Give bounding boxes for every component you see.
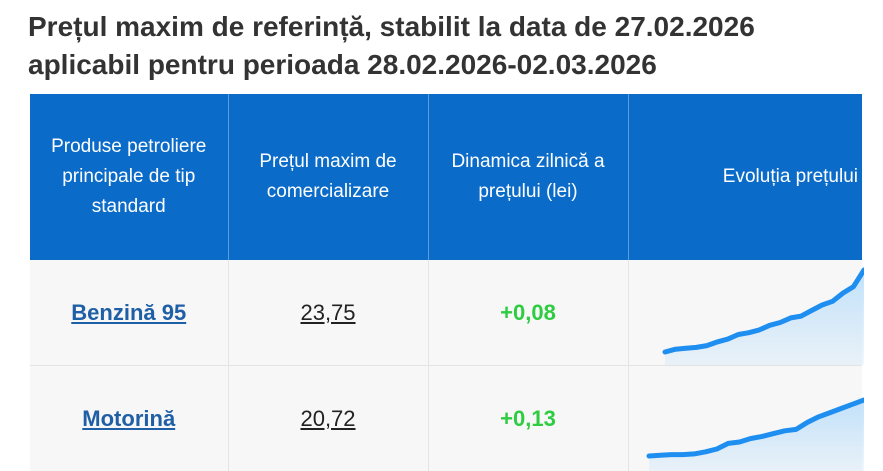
header-max-price: Prețul maxim de comercializare xyxy=(228,94,429,260)
product-cell: Motorină xyxy=(30,365,229,471)
product-link-benzina-95[interactable]: Benzină 95 xyxy=(71,299,187,325)
header-daily-change: Dinamica zilnică a prețului (lei) xyxy=(428,94,629,260)
page-title-line-2: aplicabil pentru perioada 28.02.2026-02.… xyxy=(28,49,657,80)
delta-cell: +0,13 xyxy=(428,365,629,471)
delta-value: +0,13 xyxy=(500,405,556,431)
price-table: Produse petroliere principale de tip sta… xyxy=(30,94,864,471)
price-cell: 23,75 xyxy=(228,260,429,366)
sparkline-line-motorina xyxy=(646,397,864,459)
sparkline-line-benzina xyxy=(662,267,864,355)
header-products: Produse petroliere principale de tip sta… xyxy=(30,94,229,260)
table-row: Benzină 95 23,75 +0,08 xyxy=(30,260,864,366)
product-link-motorina[interactable]: Motorină xyxy=(82,405,176,431)
page-title-line-1: Prețul maxim de referință, stabilit la d… xyxy=(28,11,755,42)
delta-value: +0,08 xyxy=(500,299,556,325)
product-cell: Benzină 95 xyxy=(30,260,229,366)
sparkline-chart-motorina xyxy=(646,397,864,471)
table-row: Motorină 20,72 +0,13 xyxy=(30,365,864,471)
sparkline-area-benzina xyxy=(664,270,864,365)
header-price-evolution: Evoluția prețului xyxy=(628,94,862,260)
page-title: Prețul maxim de referință, stabilit la d… xyxy=(28,8,878,84)
sparkline-chart-benzina xyxy=(662,267,864,365)
price-value: 23,75 xyxy=(300,299,356,325)
sparkline-cell xyxy=(628,365,864,471)
table-header-row: Produse petroliere principale de tip sta… xyxy=(30,94,862,260)
price-cell: 20,72 xyxy=(228,365,429,471)
sparkline-cell xyxy=(628,260,864,366)
price-value: 20,72 xyxy=(300,405,356,431)
delta-cell: +0,08 xyxy=(428,260,629,366)
